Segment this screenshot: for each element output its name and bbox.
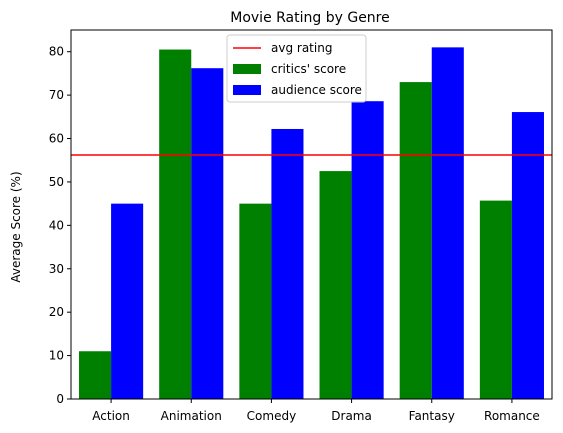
bar-audience-fantasy xyxy=(431,47,464,399)
x-tick-label-drama: Drama xyxy=(331,409,372,423)
y-tick-label-10: 10 xyxy=(49,349,64,363)
bar-critics-drama xyxy=(319,171,352,399)
legend-box xyxy=(226,34,367,103)
y-tick-label-80: 80 xyxy=(49,45,64,59)
chart-title: Movie Rating by Genre xyxy=(230,10,390,26)
plot-area: 0 10 20 30 40 50 60 70 80 Action Animation Comedy Dr… xyxy=(49,29,553,423)
y-tick-label-0: 0 xyxy=(56,392,64,406)
y-tick-label-50: 50 xyxy=(49,175,64,189)
legend-item-audience-score-label: audience score xyxy=(271,83,362,97)
bar-audience-comedy xyxy=(271,128,304,399)
x-tick-label-action: Action xyxy=(92,409,130,423)
bar-critics-romance xyxy=(479,200,512,399)
y-tick-label-40: 40 xyxy=(49,218,64,232)
y-tick-label-60: 60 xyxy=(49,132,64,146)
x-tick-label-comedy: Comedy xyxy=(247,409,297,423)
x-tick-label-romance: Romance xyxy=(484,409,540,423)
x-tick-label-animation: Animation xyxy=(161,409,222,423)
legend-item-avg-rating-label: avg rating xyxy=(271,41,332,55)
legend: avg rating critics' score audience score xyxy=(226,34,367,103)
legend-item-critics-score-swatch xyxy=(233,64,261,74)
bar-critics-action xyxy=(79,351,112,399)
bar-audience-animation xyxy=(191,68,224,399)
legend-item-critics-score-label: critics' score xyxy=(271,62,346,76)
y-tick-label-20: 20 xyxy=(49,305,64,319)
bar-audience-romance xyxy=(511,112,544,400)
plot-frame xyxy=(70,29,553,400)
y-axis-label: Average Score (%) xyxy=(9,171,23,282)
x-tick-label-fantasy: Fantasy xyxy=(409,409,455,423)
bar-audience-drama xyxy=(351,101,384,399)
bar-critics-comedy xyxy=(239,203,272,399)
bar-critics-fantasy xyxy=(399,82,432,399)
y-tick-label-70: 70 xyxy=(49,88,64,102)
bar-audience-action xyxy=(111,203,144,399)
y-tick-label-30: 30 xyxy=(49,262,64,276)
legend-item-audience-score-swatch xyxy=(233,85,261,95)
bar-critics-animation xyxy=(159,49,192,400)
